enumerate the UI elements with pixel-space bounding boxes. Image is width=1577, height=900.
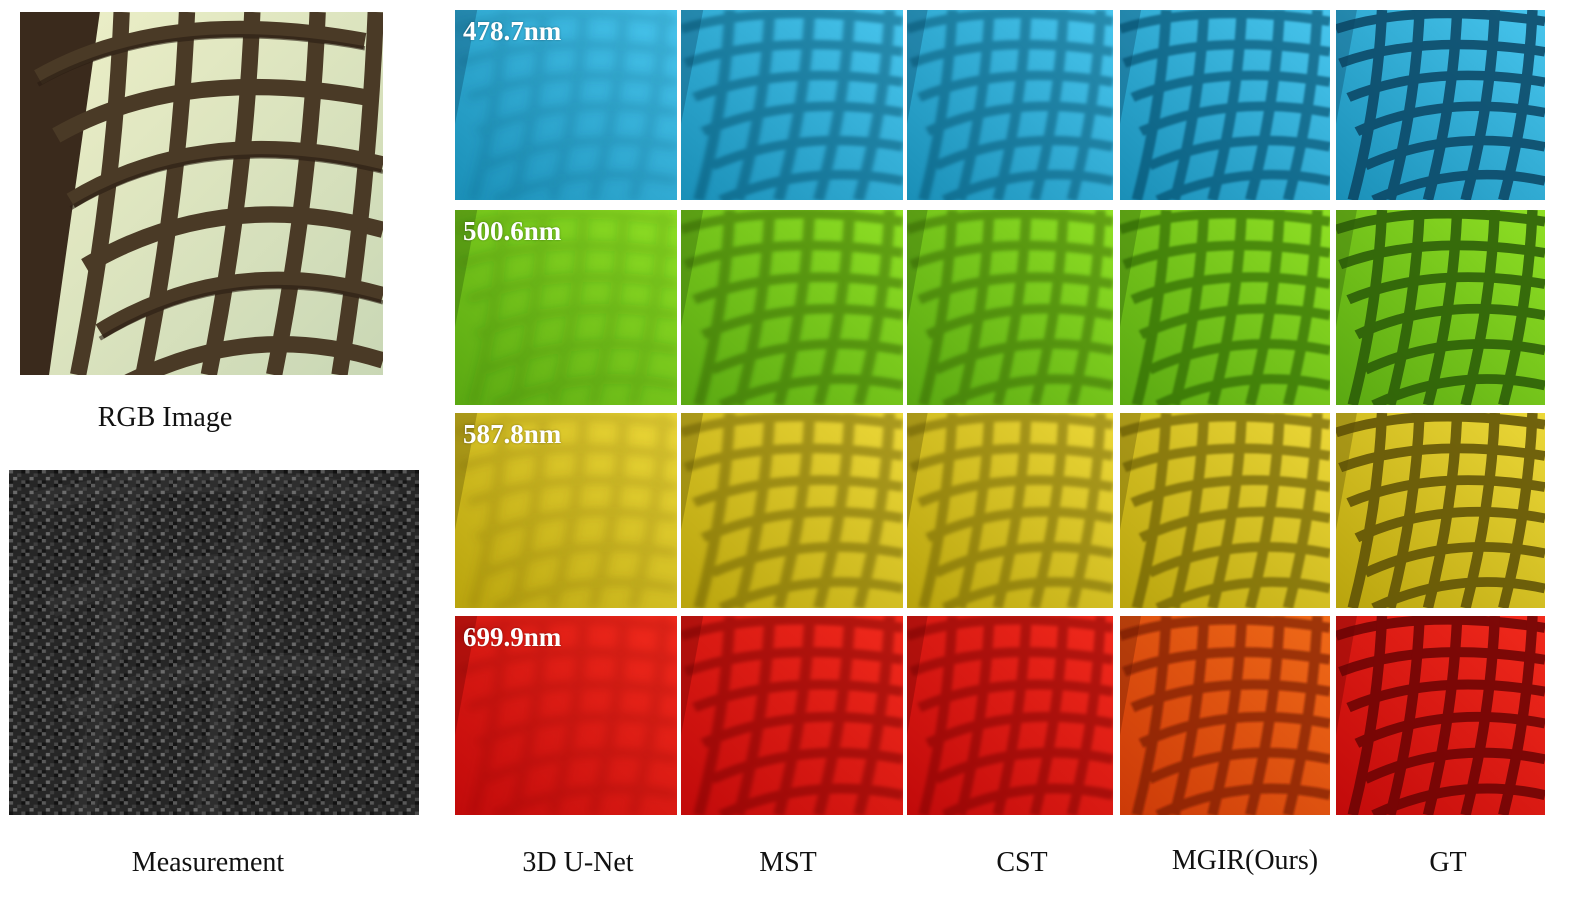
- panel-500-6nm-gt: [1336, 210, 1545, 405]
- panel-500-6nm-mst: [681, 210, 903, 405]
- panel-699-9nm-mgir-ours: [1120, 616, 1330, 815]
- method-caption-cst: CST: [996, 847, 1048, 878]
- wavelength-label: 587.8nm: [463, 419, 562, 449]
- wavelength-label: 500.6nm: [463, 216, 562, 246]
- rgb-image: [20, 12, 383, 375]
- panel-478-7nm-cst: [907, 10, 1113, 200]
- panel-587-8nm-gt: [1336, 413, 1545, 608]
- panel-699-9nm-gt: [1336, 616, 1545, 815]
- panel-699-9nm-mst: [681, 616, 903, 815]
- wavelength-label: 699.9nm: [463, 622, 562, 652]
- rgb-image-caption: RGB Image: [97, 402, 233, 433]
- panel-478-7nm-mgir-ours: [1120, 10, 1330, 200]
- measurement-image: [9, 470, 419, 815]
- panel-587-8nm-cst: [907, 413, 1113, 608]
- panel-500-6nm-3d-unet: 500.6nm: [455, 210, 677, 405]
- panel-478-7nm-3d-unet: 478.7nm: [455, 10, 677, 200]
- wavelength-label: 478.7nm: [463, 16, 562, 46]
- method-caption-mgir-ours: MGIR(Ours): [1171, 845, 1319, 876]
- panel-699-9nm-3d-unet: 699.9nm: [455, 616, 677, 815]
- panel-500-6nm-mgir-ours: [1120, 210, 1330, 405]
- panel-587-8nm-3d-unet: 587.8nm: [455, 413, 677, 608]
- panel-587-8nm-mst: [681, 413, 903, 608]
- method-caption-3d-unet: 3D U-Net: [522, 847, 634, 878]
- panel-587-8nm-mgir-ours: [1120, 413, 1330, 608]
- panel-478-7nm-mst: [681, 10, 903, 200]
- method-caption-mst: MST: [759, 847, 817, 878]
- panel-699-9nm-cst: [907, 616, 1113, 815]
- measurement-caption: Measurement: [131, 847, 285, 878]
- method-caption-gt: GT: [1429, 847, 1467, 878]
- panel-478-7nm-gt: [1336, 10, 1545, 200]
- panel-500-6nm-cst: [907, 210, 1113, 405]
